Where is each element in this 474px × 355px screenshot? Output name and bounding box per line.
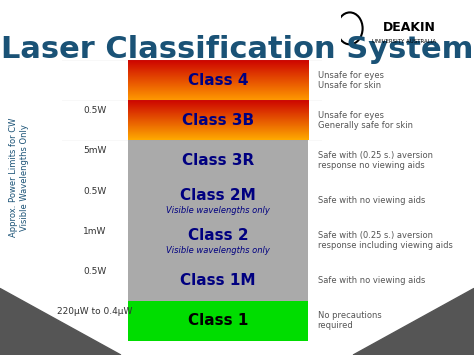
Text: 5mW: 5mW (83, 147, 107, 155)
Text: 0.5W: 0.5W (83, 106, 107, 115)
Text: Visible wavelengths only: Visible wavelengths only (166, 206, 270, 215)
Text: 1mW: 1mW (83, 226, 107, 236)
Text: Approx. Power Limits for CW
Visible Wavelengths Only: Approx. Power Limits for CW Visible Wave… (9, 118, 28, 237)
Text: Class 1: Class 1 (188, 313, 248, 328)
Text: Safe with no viewing aids: Safe with no viewing aids (318, 276, 425, 285)
Text: 0.5W: 0.5W (83, 267, 107, 276)
Text: Class 4: Class 4 (188, 73, 248, 88)
Text: Class 1M: Class 1M (180, 273, 256, 288)
Text: Unsafe for eyes
Unsafe for skin: Unsafe for eyes Unsafe for skin (318, 71, 383, 90)
Text: No precautions
required: No precautions required (318, 311, 381, 331)
Text: Safe with (0.25 s.) aversion
response including viewing aids: Safe with (0.25 s.) aversion response in… (318, 231, 453, 250)
Text: Safe with (0.25 s.) aversion
response no viewing aids: Safe with (0.25 s.) aversion response no… (318, 151, 433, 170)
Text: Safe with no viewing aids: Safe with no viewing aids (318, 196, 425, 205)
Text: Class 3B: Class 3B (182, 113, 254, 128)
Text: Class 3R: Class 3R (182, 153, 254, 168)
Text: 220μW to 0.4μW: 220μW to 0.4μW (57, 307, 133, 316)
Text: Unsafe for eyes
Generally safe for skin: Unsafe for eyes Generally safe for skin (318, 111, 412, 130)
Text: Class 2: Class 2 (188, 228, 248, 243)
Text: 0.5W: 0.5W (83, 187, 107, 196)
Text: UNIVERSITY AUSTRALIA: UNIVERSITY AUSTRALIA (372, 39, 436, 44)
Text: Class 2M: Class 2M (180, 188, 256, 203)
Text: DEAKIN: DEAKIN (383, 21, 436, 34)
Text: Laser Classification System: Laser Classification System (1, 36, 473, 65)
Text: Visible wavelengths only: Visible wavelengths only (166, 246, 270, 255)
